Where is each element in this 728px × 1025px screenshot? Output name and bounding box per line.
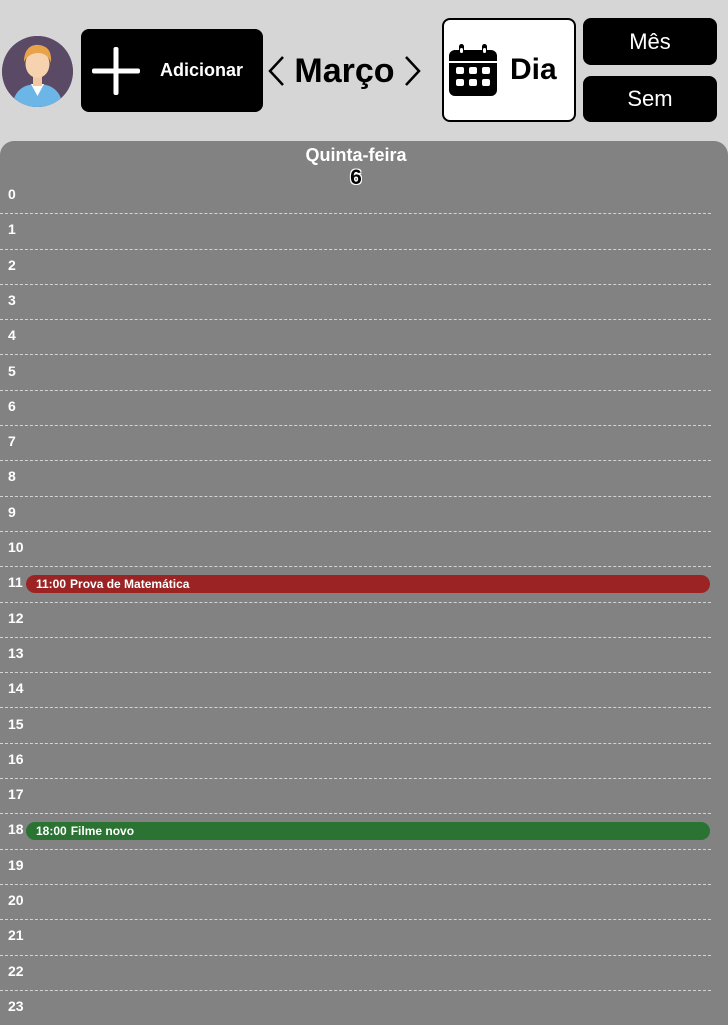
hour-label: 13 xyxy=(8,644,24,661)
hour-label: 5 xyxy=(8,362,16,379)
hour-row[interactable]: 18 xyxy=(0,814,711,850)
hour-row[interactable]: 8 xyxy=(0,461,711,497)
next-month-button[interactable] xyxy=(402,52,424,90)
event-title: Filme novo xyxy=(70,824,135,839)
day-schedule[interactable]: Quinta-feira 6 0 1 2 3 4 5 6 7 8 9 10 11 12 13 14 15 16 1… xyxy=(0,141,728,1025)
hour-row[interactable]: 3 xyxy=(0,285,711,321)
hour-row[interactable]: 5 xyxy=(0,356,711,391)
user-avatar[interactable] xyxy=(2,36,73,107)
hour-row[interactable]: 0 xyxy=(0,179,711,215)
hour-row[interactable]: 13 xyxy=(0,638,711,674)
hour-label: 4 xyxy=(8,327,16,344)
hour-label: 11 xyxy=(8,574,23,591)
plus-icon xyxy=(81,29,151,112)
add-event-button[interactable]: Adicionar xyxy=(81,29,263,112)
hour-row[interactable]: 11 xyxy=(0,567,711,603)
hour-label: 3 xyxy=(8,291,16,308)
hour-row[interactable]: 10 xyxy=(0,532,711,568)
calendar-icon xyxy=(449,44,497,96)
month-view-button[interactable]: Mês xyxy=(583,18,717,65)
event-item[interactable]: 18:00 Filme novo xyxy=(26,822,710,841)
hour-label: 8 xyxy=(8,468,16,485)
hour-row[interactable]: 17 xyxy=(0,779,711,815)
hour-label: 6 xyxy=(8,397,16,414)
hour-label: 23 xyxy=(8,997,24,1014)
hour-label: 1 xyxy=(8,221,16,238)
event-title: Prova de Matemática xyxy=(70,577,190,592)
day-view-button[interactable]: Dia xyxy=(442,18,576,122)
week-view-button[interactable]: Sem xyxy=(583,76,717,122)
top-toolbar: Adicionar Março Dia Mês Sem xyxy=(0,0,728,140)
hour-row[interactable]: 19 xyxy=(0,850,711,885)
avatar-icon xyxy=(2,36,73,107)
previous-month-button[interactable] xyxy=(265,52,287,90)
event-time: 18:00 xyxy=(36,824,67,839)
chevron-right-icon xyxy=(405,56,421,86)
hour-row[interactable]: 14 xyxy=(0,673,711,709)
month-title: Março xyxy=(294,52,395,90)
hour-row[interactable]: 15 xyxy=(0,709,711,744)
weekday-label: Quinta-feira xyxy=(305,145,407,165)
hour-label: 17 xyxy=(8,786,24,803)
day-view-label: Dia xyxy=(510,53,557,86)
chevron-left-icon xyxy=(268,56,284,86)
hour-row[interactable]: 7 xyxy=(0,426,711,462)
event-item[interactable]: 11:00 Prova de Matemática xyxy=(26,575,710,594)
hour-label: 0 xyxy=(8,186,16,202)
event-time: 11:00 xyxy=(36,577,67,592)
hour-row[interactable]: 12 xyxy=(0,603,711,638)
hour-label: 20 xyxy=(8,892,24,908)
day-number: 6 xyxy=(350,166,362,189)
hour-row[interactable]: 6 xyxy=(0,391,711,427)
hour-label: 21 xyxy=(8,927,24,944)
hour-label: 12 xyxy=(8,609,24,626)
hour-label: 14 xyxy=(8,680,24,697)
add-event-label: Adicionar xyxy=(160,60,244,80)
hour-row[interactable]: 22 xyxy=(0,956,711,991)
hour-label: 7 xyxy=(8,433,16,450)
hour-row[interactable]: 21 xyxy=(0,920,711,956)
hour-label: 2 xyxy=(8,256,16,273)
hour-row[interactable]: 2 xyxy=(0,250,711,285)
hour-row[interactable]: 20 xyxy=(0,885,711,921)
hour-label: 16 xyxy=(8,750,24,767)
hour-row[interactable]: 16 xyxy=(0,744,711,780)
hour-row[interactable]: 23 xyxy=(0,991,711,1025)
hour-label: 9 xyxy=(8,503,16,520)
hour-label: 22 xyxy=(8,962,24,979)
hour-label: 19 xyxy=(8,856,24,873)
hour-row[interactable]: 9 xyxy=(0,497,711,532)
hour-label: 10 xyxy=(8,539,24,555)
hour-row[interactable]: 1 xyxy=(0,214,711,250)
hour-label: 18 xyxy=(8,821,24,838)
hour-label: 15 xyxy=(8,715,24,732)
hour-row[interactable]: 4 xyxy=(0,320,711,356)
